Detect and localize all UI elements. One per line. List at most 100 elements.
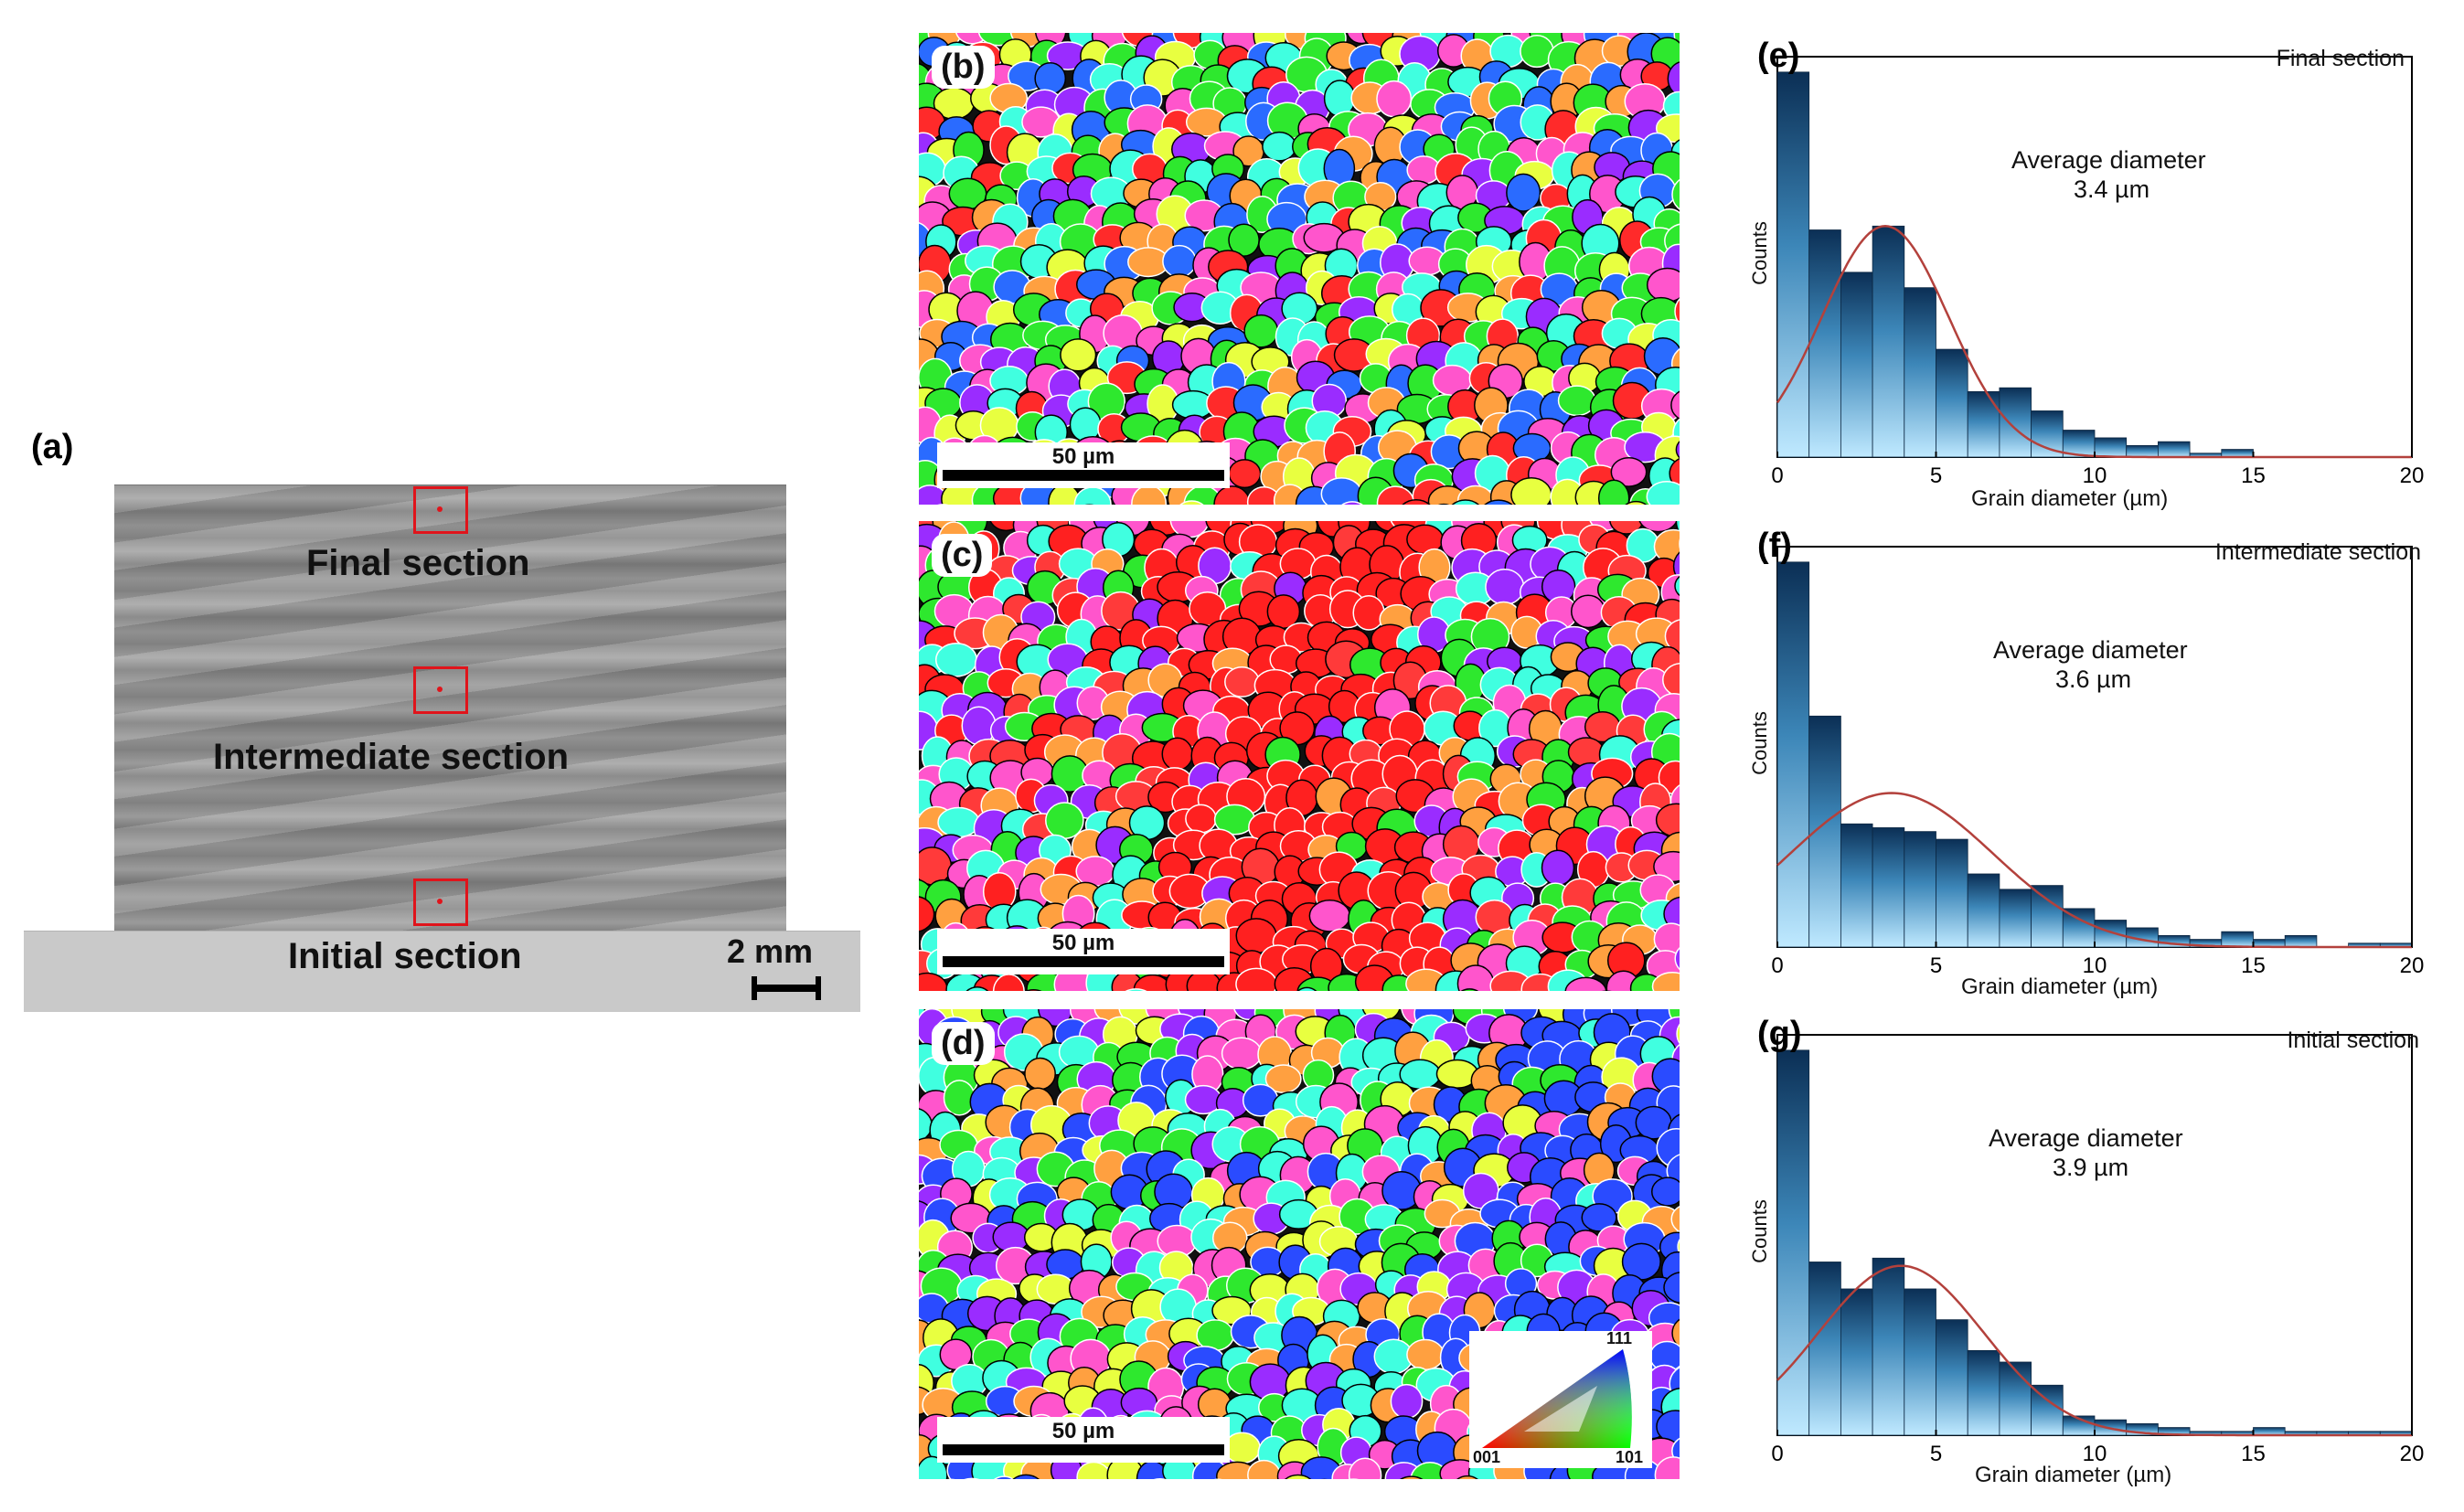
grain <box>1653 850 1680 883</box>
grain <box>1308 900 1351 932</box>
histogram-bar <box>2253 1427 2286 1436</box>
grain <box>1506 173 1541 212</box>
x-tick-label: 15 <box>2241 1442 2266 1466</box>
histogram-f-plot: 0 5 10 15 20 <box>1771 546 2424 978</box>
histogram-bar <box>2126 444 2159 458</box>
deposit-cross-section <box>114 484 786 935</box>
histogram-bar <box>1840 272 1873 458</box>
grain <box>1675 521 1680 535</box>
histogram-e-ylabel: Counts <box>1747 221 1771 285</box>
grain <box>1621 1242 1661 1281</box>
histogram-e-xlabel: Grain diameter (µm) <box>1971 486 2169 511</box>
histogram-bar <box>1872 1257 1905 1436</box>
scale-bar-label: 2 mm <box>727 932 814 970</box>
grain <box>1125 988 1147 991</box>
ipf-111-label: 111 <box>1606 1329 1633 1347</box>
grain <box>1485 569 1525 606</box>
x-tick-label: 0 <box>1771 1442 1783 1466</box>
grain <box>919 896 935 932</box>
panel-c-letter: (c) <box>932 534 993 577</box>
grain <box>1264 1064 1302 1093</box>
panel-a-macrograph: (a) Final section Intermediate section I… <box>0 0 914 1512</box>
histogram-bar <box>1840 823 1873 948</box>
histogram-bar <box>1967 873 2000 948</box>
grain-map-b <box>919 33 1680 505</box>
grain <box>943 1080 976 1116</box>
histogram-bar <box>1999 387 2032 458</box>
x-tick-label: 20 <box>2400 1442 2425 1466</box>
scale-bar-c: 50 µm <box>937 929 1230 974</box>
grain <box>1667 61 1680 97</box>
histogram-bar <box>1967 391 2000 458</box>
grain <box>1024 1057 1056 1091</box>
grain <box>1376 80 1413 118</box>
histogram-e: 0 5 10 15 20 (e) Final section Average diame… <box>1737 31 2441 525</box>
grain <box>1670 1206 1680 1233</box>
grain <box>994 1475 1015 1479</box>
histogram-g-xlabel: Grain diameter (µm) <box>1975 1463 2172 1487</box>
grain <box>1060 338 1097 372</box>
grain <box>1570 594 1606 629</box>
histogram-bar <box>1776 1049 1810 1436</box>
initial-section-label: Initial section <box>288 936 522 976</box>
histogram-f-ylabel: Counts <box>1747 711 1771 775</box>
histogram-g-annotation: Average diameter <box>1989 1124 2183 1152</box>
histogram-g-ylabel: Counts <box>1747 1199 1771 1263</box>
histogram-e-average: 3.4 µm <box>2074 176 2150 203</box>
histogram-f-average: 3.6 µm <box>2055 665 2132 693</box>
x-tick-label: 15 <box>2241 953 2266 978</box>
grain <box>1663 896 1680 932</box>
grain <box>1674 298 1680 325</box>
ipf-triangle <box>1482 1349 1632 1448</box>
x-tick-label: 0 <box>1771 463 1783 488</box>
grain <box>1228 459 1262 489</box>
grain <box>1185 804 1217 834</box>
final-sample-marker <box>413 486 468 534</box>
grain <box>1460 988 1479 991</box>
grain-map-d <box>919 1009 1680 1479</box>
grain <box>1676 1023 1680 1045</box>
histogram-bar <box>2221 449 2254 458</box>
grain <box>1597 479 1630 505</box>
scale-bar-c-label: 50 µm <box>1051 931 1115 955</box>
histogram-g-average: 3.9 µm <box>2053 1154 2129 1181</box>
grain <box>937 806 980 838</box>
grain <box>1402 499 1431 505</box>
x-tick-label: 5 <box>1930 1442 1942 1466</box>
grain <box>1669 457 1680 490</box>
histogram-bar <box>1904 831 1936 948</box>
histogram-bar <box>2094 437 2128 458</box>
grain <box>1674 947 1680 971</box>
histogram-bar <box>1840 1288 1873 1436</box>
grain <box>1677 1239 1680 1255</box>
panel-a-letter: (a) <box>31 428 74 466</box>
histogram-g-plot: 0 5 10 15 20 <box>1771 1034 2425 1466</box>
x-tick-label: 0 <box>1771 953 1783 978</box>
scale-bar-d: 50 µm <box>937 1417 1230 1463</box>
x-tick-label: 15 <box>2241 463 2266 488</box>
histogram-bar <box>2284 934 2318 948</box>
grain <box>1390 1383 1424 1420</box>
intermediate-sample-marker <box>413 666 468 714</box>
grain <box>1352 594 1385 631</box>
histogram-bar <box>1999 1361 2032 1436</box>
grain <box>1221 1037 1263 1070</box>
histogram-bar <box>1808 1262 1841 1436</box>
histogram-bar <box>1967 1349 2000 1436</box>
x-tick-label: 5 <box>1930 953 1942 978</box>
panel-d-letter: (d) <box>932 1022 995 1065</box>
normal-fit-curve <box>1776 792 2412 949</box>
grain <box>1400 1475 1424 1479</box>
substrate <box>24 931 860 1012</box>
grain <box>1456 1475 1478 1479</box>
grain <box>1406 1338 1445 1371</box>
grain <box>1451 499 1480 505</box>
scale-bar <box>752 976 821 1000</box>
histogram-bar <box>1808 229 1841 458</box>
histogram-g: 0 5 10 15 20 (g) Initial section Average dia… <box>1737 1009 2441 1503</box>
grain <box>1671 178 1680 210</box>
ipf-001-label: 001 <box>1473 1448 1501 1466</box>
grain <box>1541 849 1575 887</box>
panel-e-letter: (e) <box>1757 37 1800 75</box>
grain <box>1674 575 1680 597</box>
